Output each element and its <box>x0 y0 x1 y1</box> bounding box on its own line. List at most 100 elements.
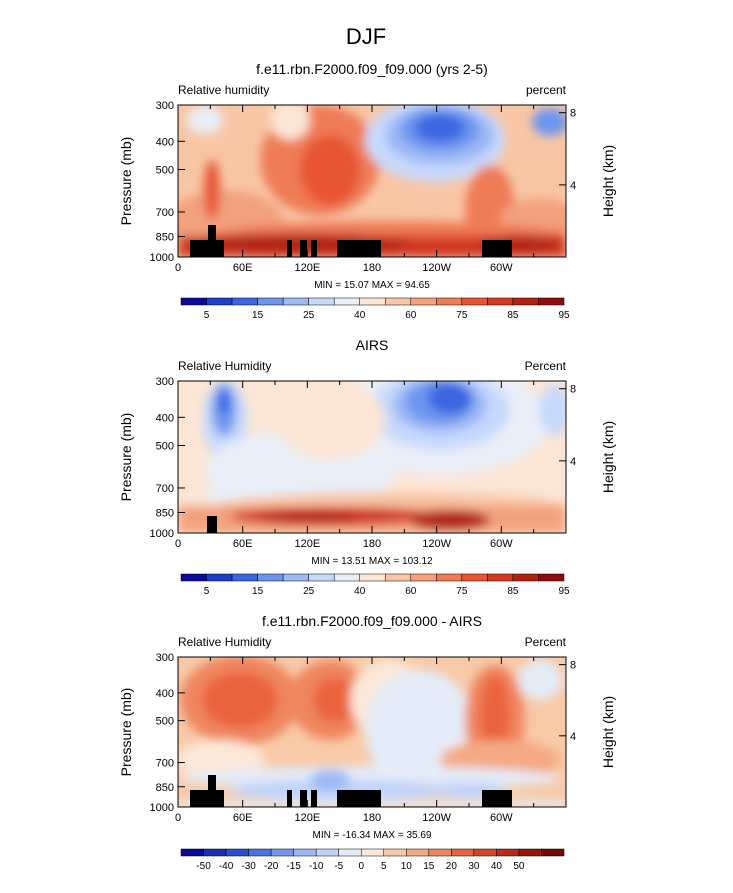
colorbar-swatch <box>293 848 317 857</box>
y-tick-label: 700 <box>156 207 174 219</box>
colorbar-swatch <box>206 573 233 582</box>
panel-title: f.e11.rbn.F2000.f09_f09.000 (yrs 2-5) <box>256 61 488 77</box>
colorbar-swatch <box>538 573 565 582</box>
colorbar-swatch <box>282 573 309 582</box>
colorbar-swatch <box>206 297 233 306</box>
colorbar-label: 5 <box>204 310 210 321</box>
colorbar-label: 30 <box>468 861 480 872</box>
colorbar: 5 15 25 40 60 75 85 95 <box>180 573 570 597</box>
colorbar: 5 15 25 40 60 75 85 95 <box>180 297 570 321</box>
colorbar-label: 95 <box>558 310 570 321</box>
y-axis-label: Pressure (mb) <box>118 137 134 226</box>
colorbar: -50 -40 -30 -20 -15 -10 -5 0 5 10 15 20 30 40 50 <box>180 848 565 872</box>
colorbar-swatch <box>518 848 542 857</box>
colorbar-swatch <box>451 848 475 857</box>
x-tick-label: 60W <box>490 538 513 550</box>
colorbar-swatch <box>231 297 258 306</box>
y2-tick-label: 4 <box>570 180 576 192</box>
colorbar-label: 85 <box>507 586 519 597</box>
y2-tick-label: 4 <box>570 731 576 743</box>
colorbar-swatch <box>512 297 539 306</box>
y2-tick-label: 8 <box>570 108 576 120</box>
colorbar-label: 25 <box>303 310 315 321</box>
y-tick-label: 400 <box>156 688 174 700</box>
colorbar-swatch <box>248 848 272 857</box>
x-tick-label: 120E <box>294 538 320 550</box>
y2-axis-label: Height (km) <box>600 696 616 768</box>
topography-mask <box>190 225 512 257</box>
colorbar-swatch <box>487 297 514 306</box>
colorbar-label: 10 <box>401 861 413 872</box>
colorbar-label: 15 <box>252 586 264 597</box>
colorbar-swatch <box>541 848 565 857</box>
colorbar-swatch <box>203 848 227 857</box>
colorbar-label: 75 <box>456 310 468 321</box>
colorbar-swatch <box>512 573 539 582</box>
colorbar-swatch <box>436 297 463 306</box>
colorbar-label: 15 <box>423 861 435 872</box>
colorbar-label: 25 <box>303 586 315 597</box>
colorbar-label: 60 <box>405 586 417 597</box>
x-tick-label: 180 <box>363 262 381 274</box>
colorbar-swatch <box>385 573 412 582</box>
y2-axis-label: Height (km) <box>600 145 616 217</box>
colorbar-swatch <box>406 848 430 857</box>
colorbar-swatch <box>308 297 335 306</box>
colorbar-swatch <box>270 848 294 857</box>
panel-title: AIRS <box>356 337 389 353</box>
colorbar-swatch <box>359 573 386 582</box>
x-tick-label: 120E <box>294 262 320 274</box>
y-tick-label: 500 <box>156 440 174 452</box>
colorbar-swatch <box>308 573 335 582</box>
colorbar-swatch <box>410 297 437 306</box>
x-tick-label: 0 <box>175 262 181 274</box>
x-tick-label: 180 <box>363 812 381 824</box>
y-tick-label: 1000 <box>150 802 174 814</box>
colorbar-swatch <box>461 297 488 306</box>
panel-left-label: Relative Humidity <box>178 635 271 649</box>
x-tick-label: 60E <box>233 812 253 824</box>
y-tick-label: 850 <box>156 782 174 794</box>
panel-left-label: Relative humidity <box>178 83 269 97</box>
colorbar-label: -10 <box>309 861 324 872</box>
colorbar-swatch <box>315 848 339 857</box>
y-tick-label: 700 <box>156 483 174 495</box>
panel-right-label: percent <box>526 83 567 97</box>
colorbar-label: 40 <box>491 861 503 872</box>
x-tick-label: 120W <box>422 538 451 550</box>
x-tick-label: 0 <box>175 812 181 824</box>
colorbar-label: 5 <box>381 861 387 872</box>
colorbar-label: -20 <box>264 861 279 872</box>
colorbar-label: 75 <box>456 586 468 597</box>
colorbar-label: -30 <box>241 861 256 872</box>
colorbar-swatch <box>436 573 463 582</box>
y2-axis-label: Height (km) <box>600 421 616 493</box>
x-tick-label: 120W <box>422 262 451 274</box>
colorbar-label: 0 <box>358 861 364 872</box>
colorbar-swatch <box>257 297 284 306</box>
colorbar-swatch <box>180 573 207 582</box>
y-tick-label: 400 <box>156 412 174 424</box>
colorbar-swatch <box>360 848 385 857</box>
panel-stats: MIN = 13.51 MAX = 103.12 <box>311 556 433 567</box>
y-tick-label: 700 <box>156 758 174 770</box>
y-tick-label: 850 <box>156 231 174 243</box>
y2-tick-label: 4 <box>570 456 576 468</box>
y-tick-label: 850 <box>156 507 174 519</box>
colorbar-swatch <box>385 297 412 306</box>
contour-field <box>178 657 566 807</box>
colorbar-label: 85 <box>507 310 519 321</box>
colorbar-swatch <box>333 573 360 582</box>
colorbar-label: 15 <box>252 310 264 321</box>
x-tick-label: 60W <box>490 262 513 274</box>
colorbar-label: 50 <box>513 861 525 872</box>
y-tick-label: 300 <box>156 652 174 664</box>
colorbar-label: 20 <box>446 861 458 872</box>
colorbar-swatch <box>428 848 452 857</box>
colorbar-swatch <box>473 848 497 857</box>
y-axis-label: Pressure (mb) <box>118 688 134 777</box>
colorbar-swatch <box>496 848 520 857</box>
colorbar-swatch <box>383 848 407 857</box>
panel-right-label: Percent <box>525 359 567 373</box>
y-tick-label: 500 <box>156 716 174 728</box>
